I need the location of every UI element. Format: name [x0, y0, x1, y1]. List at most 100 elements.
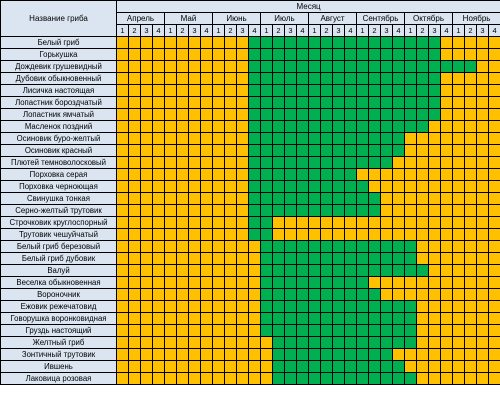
season-cell-inactive	[116, 144, 129, 157]
season-cell-inactive	[428, 132, 441, 145]
season-cell-inactive	[440, 276, 453, 289]
season-cell-inactive	[476, 372, 489, 385]
season-cell-inactive	[140, 132, 153, 145]
table-row: Ившень	[0, 360, 500, 373]
season-cell-inactive	[452, 252, 465, 265]
season-cell-inactive	[128, 324, 141, 337]
season-cell-inactive	[428, 216, 441, 229]
season-cell-active	[248, 84, 261, 97]
season-cell-active	[248, 180, 261, 193]
season-cell-inactive	[248, 336, 261, 349]
week-header: 2	[320, 24, 333, 37]
season-cell-inactive	[236, 228, 249, 241]
season-cell-inactive	[464, 180, 477, 193]
season-cell-active	[296, 240, 309, 253]
season-cell-inactive	[200, 60, 213, 73]
season-cell-active	[332, 240, 345, 253]
season-cell-active	[272, 36, 285, 49]
season-cell-inactive	[152, 36, 165, 49]
season-cell-active	[344, 192, 357, 205]
season-cell-inactive	[428, 312, 441, 325]
season-cell-inactive	[212, 204, 225, 217]
season-cell-inactive	[188, 168, 201, 181]
season-cell-active	[260, 228, 273, 241]
season-cell-inactive	[248, 264, 261, 277]
season-cell-inactive	[116, 336, 129, 349]
season-cell-active	[344, 132, 357, 145]
season-cell-inactive	[128, 216, 141, 229]
season-cell-inactive	[416, 348, 429, 361]
month-header: Сентябрь	[356, 12, 405, 25]
season-cell-inactive	[140, 228, 153, 241]
season-cell-inactive	[164, 216, 177, 229]
season-cell-inactive	[128, 144, 141, 157]
season-cell-inactive	[212, 312, 225, 325]
season-cell-active	[332, 300, 345, 313]
table-row: Свинушка тонкая	[0, 192, 500, 205]
season-cell-inactive	[176, 36, 189, 49]
week-header: 3	[236, 24, 249, 37]
season-cell-inactive	[440, 108, 453, 121]
season-cell-inactive	[116, 60, 129, 73]
season-cell-inactive	[392, 348, 405, 361]
season-cell-active	[272, 300, 285, 313]
week-header: 3	[140, 24, 153, 37]
season-cell-active	[260, 108, 273, 121]
season-cell-inactive	[452, 324, 465, 337]
season-cell-active	[272, 324, 285, 337]
season-cell-active	[404, 84, 417, 97]
season-cell-active	[392, 300, 405, 313]
season-cell-inactive	[392, 288, 405, 301]
season-cell-inactive	[416, 228, 429, 241]
season-cell-inactive	[248, 240, 261, 253]
table-row: Лаковица розовая	[0, 372, 500, 385]
season-cell-inactive	[487, 48, 500, 61]
season-cell-inactive	[152, 96, 165, 109]
week-header: 3	[476, 24, 489, 37]
season-cell-inactive	[464, 132, 477, 145]
season-cell-inactive	[140, 144, 153, 157]
season-cell-active	[308, 252, 321, 265]
season-cell-inactive	[428, 300, 441, 313]
season-cell-active	[344, 348, 357, 361]
table-row: Порховка черноющая	[0, 180, 500, 193]
season-cell-inactive	[140, 360, 153, 373]
season-cell-active	[284, 108, 297, 121]
season-cell-inactive	[452, 288, 465, 301]
season-cell-active	[332, 120, 345, 133]
season-cell-inactive	[380, 192, 393, 205]
season-cell-inactive	[440, 252, 453, 265]
season-cell-inactive	[164, 36, 177, 49]
season-cell-inactive	[140, 312, 153, 325]
season-cell-inactive	[176, 132, 189, 145]
season-cell-inactive	[452, 84, 465, 97]
season-cell-inactive	[452, 120, 465, 133]
table-row: Лопастник ямчатый	[0, 108, 500, 121]
season-cell-active	[344, 252, 357, 265]
season-cell-active	[248, 120, 261, 133]
season-cell-active	[272, 132, 285, 145]
season-cell-inactive	[224, 108, 237, 121]
season-cell-inactive	[188, 372, 201, 385]
season-cell-active	[356, 360, 369, 373]
season-cell-active	[332, 360, 345, 373]
season-cell-inactive	[476, 252, 489, 265]
season-cell-inactive	[416, 132, 429, 145]
season-cell-active	[344, 120, 357, 133]
mushroom-name: Лопастник бороздчатый	[0, 96, 117, 109]
season-cell-inactive	[428, 240, 441, 253]
season-cell-inactive	[464, 204, 477, 217]
season-cell-inactive	[176, 336, 189, 349]
season-cell-inactive	[176, 84, 189, 97]
season-cell-active	[284, 96, 297, 109]
season-cell-active	[260, 324, 273, 337]
season-cell-inactive	[140, 36, 153, 49]
season-cell-active	[380, 240, 393, 253]
season-cell-active	[404, 312, 417, 325]
season-cell-inactive	[452, 132, 465, 145]
season-cell-inactive	[476, 348, 489, 361]
season-cell-inactive	[164, 96, 177, 109]
mushroom-name: Дубовик обыкновенный	[0, 72, 117, 85]
season-cell-active	[284, 348, 297, 361]
season-cell-inactive	[320, 216, 333, 229]
